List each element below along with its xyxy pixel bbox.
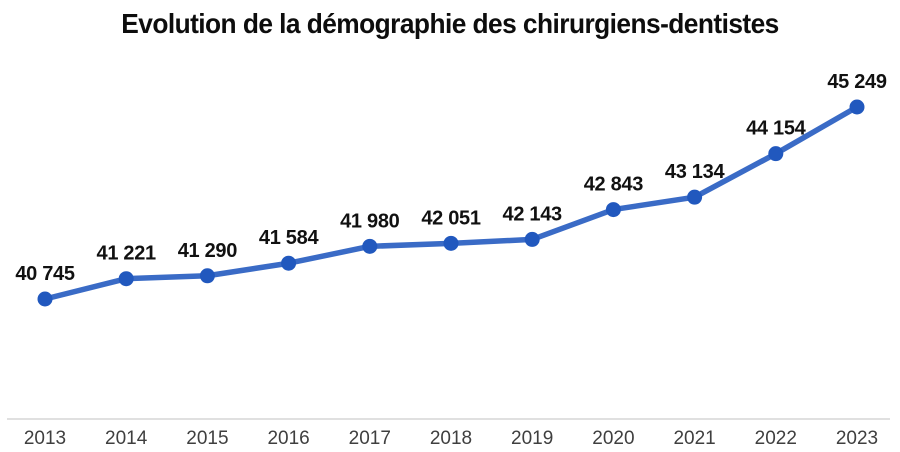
data-point (687, 189, 703, 205)
x-tick-label: 2014 (105, 428, 148, 449)
data-point (849, 99, 865, 115)
x-tick-label: 2013 (24, 428, 66, 449)
x-tick-label: 2021 (673, 428, 715, 449)
data-point-label: 44 154 (746, 118, 807, 140)
data-point-label: 41 584 (259, 227, 320, 249)
x-tick-label: 2019 (511, 428, 553, 449)
data-point-label: 42 843 (584, 174, 644, 196)
chart-title: Evolution de la démographie des chirurgi… (121, 8, 779, 39)
data-point (199, 268, 215, 284)
x-tick-label: 2023 (836, 428, 878, 449)
data-point (281, 255, 297, 271)
data-point (362, 238, 378, 254)
data-point-label: 43 134 (665, 161, 726, 183)
data-point-label: 42 051 (421, 207, 481, 229)
data-point-label: 40 745 (15, 263, 75, 285)
data-point (524, 231, 540, 247)
data-point-label: 41 980 (340, 210, 400, 232)
data-point (605, 202, 621, 218)
data-point (768, 146, 784, 162)
data-point-label: 41 290 (178, 240, 238, 262)
x-tick-label: 2016 (267, 428, 309, 449)
x-tick-label: 2018 (430, 428, 472, 449)
data-point (118, 271, 134, 287)
series-line (42, 104, 860, 302)
x-tick-label: 2020 (592, 428, 634, 449)
data-point-label: 41 221 (97, 243, 157, 265)
x-tick-label: 2015 (186, 428, 228, 449)
data-point (37, 291, 53, 307)
data-point-label: 42 143 (503, 203, 563, 225)
data-point-label: 45 249 (827, 71, 887, 93)
data-point (443, 235, 459, 251)
x-tick-label: 2017 (349, 428, 391, 449)
x-tick-label: 2022 (755, 428, 797, 449)
